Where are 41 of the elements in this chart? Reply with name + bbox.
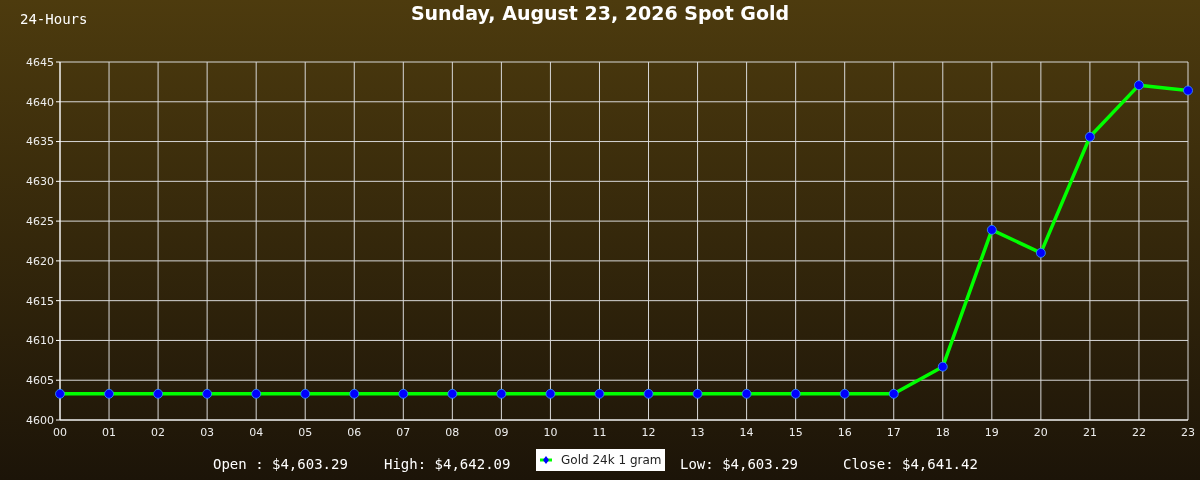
y-tick-label: 4605: [26, 374, 54, 388]
legend-label: Gold 24k 1 gram: [561, 453, 662, 468]
y-tick-label: 4635: [26, 135, 54, 149]
x-tick-label: 01: [102, 426, 117, 439]
x-tick-label: 19: [984, 426, 999, 439]
y-tick-label: 4615: [26, 294, 54, 308]
y-tick-label: 4645: [26, 55, 54, 69]
y-tick-label: 4630: [26, 175, 54, 189]
x-tick-label: 06: [347, 426, 362, 439]
text: Open : $4,603.29: [213, 456, 348, 472]
x-tick-label: 16: [837, 426, 852, 439]
y-tick-label: 4620: [26, 254, 54, 268]
y-tick-label: 4640: [26, 95, 54, 109]
y-tick-label: 4610: [26, 334, 54, 348]
x-tick-label: 04: [249, 426, 264, 439]
text: Close: $4,641.42: [843, 456, 978, 472]
x-tick-label: 17: [886, 426, 901, 439]
x-tick-label: 13: [690, 426, 705, 439]
y-tick-label: 4625: [26, 214, 54, 228]
text: Low: $4,603.29: [680, 456, 799, 472]
chart-title: Sunday, August 23, 2026 Spot Gold: [410, 2, 790, 24]
x-tick-label: 10: [543, 426, 558, 439]
x-tick-label: 11: [592, 426, 607, 439]
x-tick-label: 08: [445, 426, 460, 439]
x-tick-label: 05: [298, 426, 313, 439]
x-tick-label: 22: [1131, 426, 1146, 439]
x-tick-label: 20: [1033, 426, 1048, 439]
x-tick-label: 07: [396, 426, 411, 439]
x-tick-label: 23: [1181, 426, 1195, 439]
x-tick-label: 09: [494, 426, 509, 439]
x-tick-label: 15: [788, 426, 803, 439]
y-tick-label: 4600: [26, 413, 54, 427]
x-tick-label: 21: [1082, 426, 1097, 439]
text: 24-Hours: [20, 11, 88, 27]
text: High: $4,642.09: [384, 456, 511, 472]
x-tick-label: 12: [641, 426, 656, 439]
x-tick-label: 14: [739, 426, 754, 439]
x-tick-label: 00: [53, 426, 67, 439]
x-tick-label: 18: [935, 426, 950, 439]
x-tick-label: 02: [151, 426, 166, 439]
x-tick-label: 03: [200, 426, 215, 439]
